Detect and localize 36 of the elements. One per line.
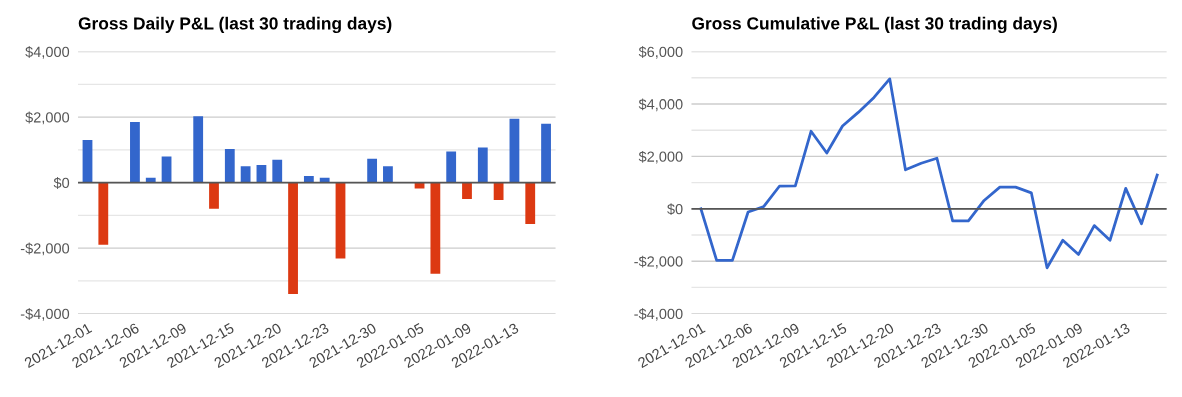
y-tick-label: $2,000 <box>638 150 683 164</box>
y-tick-label: $0 <box>667 203 683 216</box>
bar <box>541 123 551 183</box>
bar <box>130 122 140 183</box>
bar <box>493 182 504 200</box>
y-tick-label: $0 <box>53 177 70 189</box>
bar <box>335 182 346 259</box>
bar <box>462 182 472 199</box>
y-tick-label: -$2,000 <box>20 242 70 256</box>
bar <box>430 182 441 274</box>
bar <box>161 156 172 183</box>
bar <box>367 158 378 183</box>
line-series <box>699 77 1159 270</box>
bar <box>477 147 488 183</box>
y-tick-label: -$4,000 <box>634 308 683 321</box>
bar <box>383 166 393 183</box>
bar <box>414 182 425 189</box>
bar <box>193 116 204 183</box>
bar <box>272 159 283 183</box>
bar <box>509 118 520 183</box>
chart-title: Gross Cumulative P&L (last 30 trading days) <box>692 16 1057 34</box>
y-tick-label: $4,000 <box>638 98 683 112</box>
y-tick-label: -$4,000 <box>20 308 70 321</box>
bar <box>240 166 251 183</box>
bar <box>209 182 219 209</box>
y-tick-label: $4,000 <box>25 46 70 59</box>
bar <box>82 140 93 183</box>
y-tick-label: $2,000 <box>25 111 70 125</box>
bar <box>224 148 235 183</box>
bar <box>98 182 109 245</box>
y-tick-label: $6,000 <box>638 46 683 59</box>
bar <box>446 151 457 183</box>
bar <box>525 182 536 224</box>
y-tick-label: -$2,000 <box>634 255 683 269</box>
bar <box>288 182 298 294</box>
chart-title: Gross Daily P&L (last 30 trading days) <box>78 16 392 34</box>
